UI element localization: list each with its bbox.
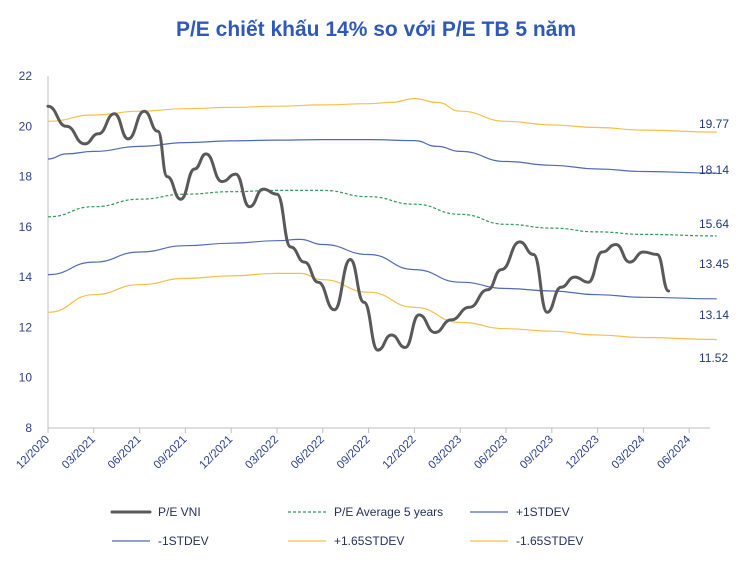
- x-tick-label: 12/2021: [197, 434, 235, 472]
- x-tick-label: 12/2022: [381, 434, 419, 472]
- series-line-0: [46, 104, 671, 352]
- y-tick-label: 10: [19, 371, 33, 385]
- x-tick-label: 03/2024: [610, 433, 648, 471]
- series-end-label: 13.14: [699, 308, 729, 322]
- x-tick-label: 06/2024: [655, 433, 693, 471]
- series-line-3: [47, 238, 717, 300]
- x-tick-label: 06/2021: [106, 434, 144, 472]
- x-tick-label: 12/2023: [564, 434, 602, 472]
- series-line-5: [47, 272, 717, 341]
- legend-label: -1.65STDEV: [516, 534, 583, 548]
- series-end-label: 19.77: [699, 117, 729, 131]
- y-tick-label: 18: [19, 170, 33, 184]
- legend-label: +1STDEV: [516, 505, 570, 519]
- y-tick-label: 12: [19, 320, 33, 334]
- legend-label: -1STDEV: [158, 534, 209, 548]
- series-line-2: [47, 139, 717, 174]
- x-tick-label: 03/2023: [426, 434, 464, 472]
- x-tick-label: 03/2022: [243, 434, 281, 472]
- x-tick-label: 12/2020: [14, 434, 52, 472]
- legend-label: P/E VNI: [158, 505, 201, 519]
- x-tick-label: 09/2021: [152, 434, 190, 472]
- x-tick-label: 09/2022: [335, 434, 373, 472]
- legend-label: P/E Average 5 years: [334, 505, 443, 519]
- series-end-label: 11.52: [699, 351, 728, 365]
- x-tick-label: 09/2023: [518, 434, 556, 472]
- series-line-1: [47, 189, 717, 237]
- y-tick-label: 20: [19, 119, 33, 133]
- y-tick-label: 8: [25, 421, 32, 435]
- y-tick-label: 14: [19, 270, 33, 284]
- series-end-label: 13.45: [699, 257, 729, 271]
- series-end-label: 15.64: [699, 217, 729, 231]
- legend-label: +1.65STDEV: [334, 534, 404, 548]
- y-tick-label: 16: [19, 220, 33, 234]
- x-tick-label: 06/2022: [289, 434, 327, 472]
- chart-title: P/E chiết khấu 14% so với P/E TB 5 năm: [175, 18, 577, 41]
- series-end-label: 18.14: [699, 163, 729, 177]
- x-tick-label: 03/2021: [60, 434, 98, 472]
- series-line-4: [47, 97, 717, 133]
- x-tick-label: 06/2023: [472, 434, 510, 472]
- y-tick-label: 22: [19, 69, 33, 83]
